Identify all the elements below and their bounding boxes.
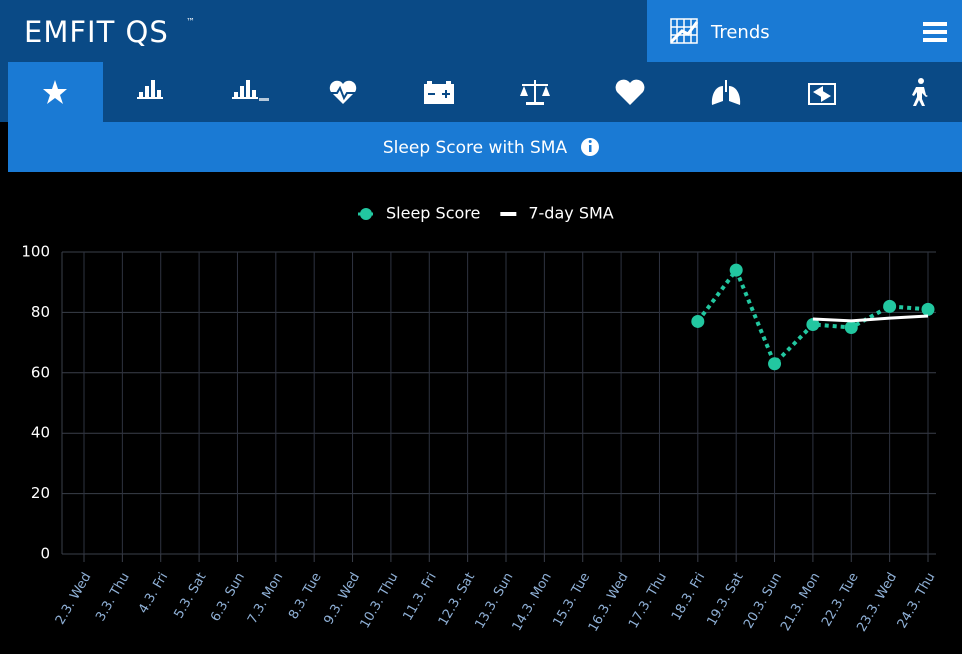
y-tick-label: 60 [31, 363, 50, 381]
tab-heart[interactable] [615, 79, 645, 105]
chart-title: Sleep Score with SMA [383, 138, 568, 158]
point [691, 314, 705, 328]
logo: EMFIT QS [24, 15, 169, 49]
y-tick-label: 40 [31, 424, 50, 442]
menu-button[interactable] [923, 22, 947, 42]
nav-label[interactable]: Trends [710, 22, 770, 43]
point [883, 299, 897, 313]
point [729, 263, 743, 277]
point [806, 317, 820, 331]
tab-activity[interactable] [912, 78, 928, 106]
y-tick-label: 0 [40, 545, 50, 563]
info-button[interactable] [581, 138, 599, 156]
tab-scale[interactable] [520, 80, 550, 105]
legend-label[interactable]: 7-day SMA [528, 204, 613, 223]
series-line [812, 314, 929, 323]
point [921, 302, 935, 316]
tab-bars[interactable] [137, 80, 163, 99]
y-tick-label: 80 [31, 303, 50, 321]
trends-icon [669, 18, 699, 44]
tab-star[interactable] [43, 80, 67, 104]
tab-icons [43, 78, 928, 106]
title-bar [8, 122, 962, 172]
logo-mark: ™ [186, 18, 195, 28]
legend-marker [360, 208, 372, 220]
point [768, 357, 782, 371]
point [844, 321, 858, 334]
nav-panel[interactable] [647, 0, 962, 62]
tab-heart-rate[interactable] [329, 80, 357, 104]
y-tick-label: 100 [21, 243, 50, 261]
legend-label[interactable]: Sleep Score [386, 204, 480, 223]
y-tick-label: 20 [31, 484, 50, 502]
tab-battery[interactable] [424, 81, 454, 104]
tab-lungs[interactable] [711, 80, 741, 105]
tab-transfer[interactable] [808, 83, 836, 105]
tab-bars-sma[interactable] [232, 80, 269, 101]
